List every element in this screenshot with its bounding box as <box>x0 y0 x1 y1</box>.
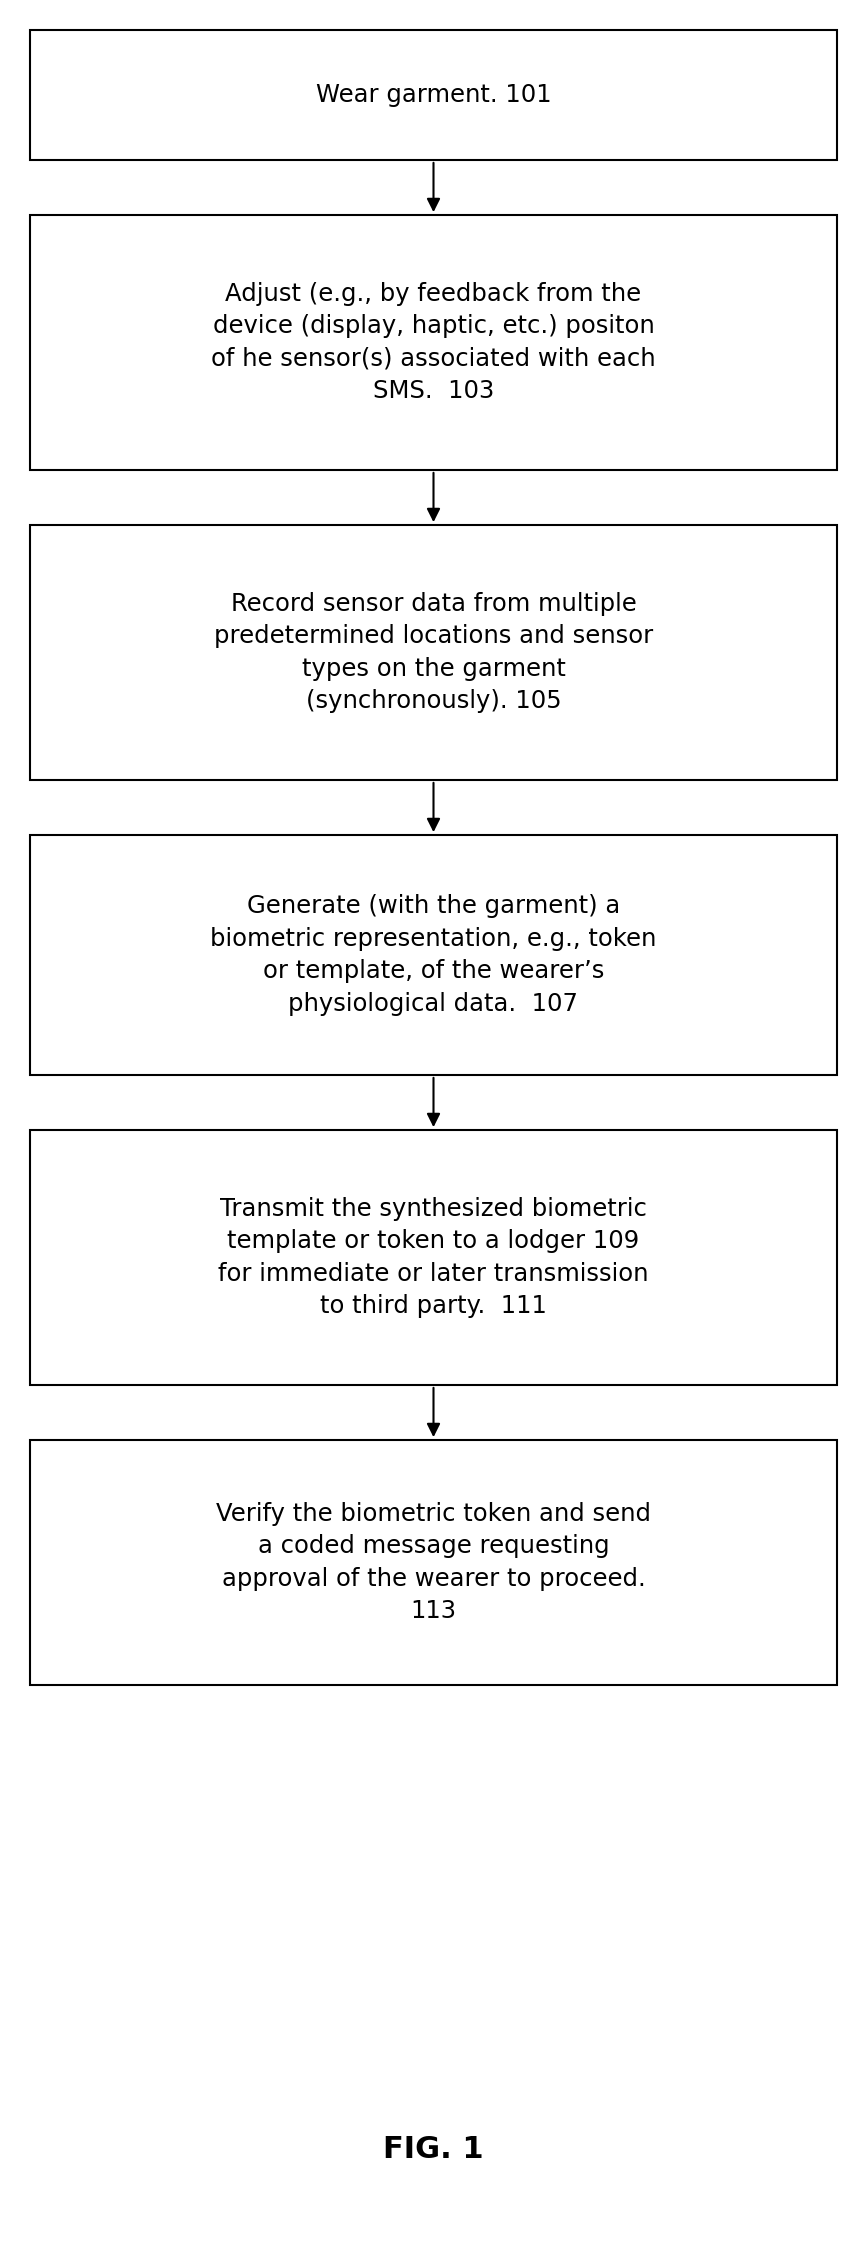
Bar <box>30 1440 837 1685</box>
Text: Generate (with the garment) a
biometric representation, e.g., token
or template,: Generate (with the garment) a biometric … <box>211 894 656 1016</box>
Bar <box>30 836 837 1075</box>
Text: Transmit the synthesized biometric
template or token to a lodger 109
for immedia: Transmit the synthesized biometric templ… <box>218 1196 649 1318</box>
Text: Record sensor data from multiple
predetermined locations and sensor
types on the: Record sensor data from multiple predete… <box>214 593 653 714</box>
Bar <box>30 1131 837 1386</box>
Text: FIG. 1: FIG. 1 <box>383 2136 484 2165</box>
Bar <box>30 29 837 160</box>
Bar <box>30 214 837 471</box>
Bar <box>30 525 837 780</box>
Text: Adjust (e.g., by feedback from the
device (display, haptic, etc.) positon
of he : Adjust (e.g., by feedback from the devic… <box>212 282 655 403</box>
Text: Verify the biometric token and send
a coded message requesting
approval of the w: Verify the biometric token and send a co… <box>216 1503 651 1624</box>
Text: Wear garment. 101: Wear garment. 101 <box>316 83 551 106</box>
